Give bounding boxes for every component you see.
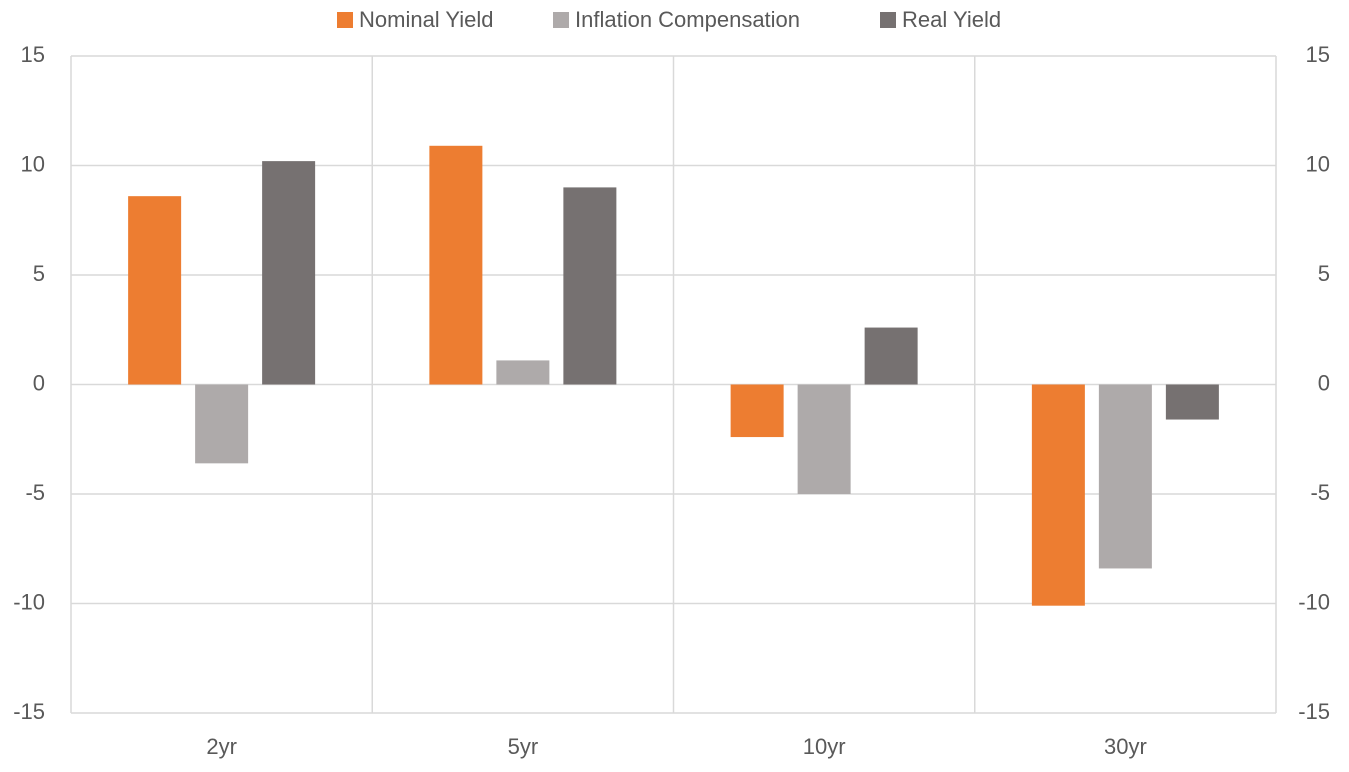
x-tick-label: 5yr [508,734,539,759]
bar [496,360,550,385]
y2-tick-label: 5 [1318,261,1330,286]
bar [730,384,784,438]
y2-tick-label: 0 [1318,370,1330,395]
x-tick-label: 30yr [1104,734,1147,759]
y2-tick-label: -10 [1298,589,1330,614]
y-tick-label: 0 [33,370,45,395]
legend-swatch [337,12,353,28]
bar [864,327,918,385]
y-tick-label: 10 [21,151,45,176]
bar [262,161,316,385]
y-tick-label: 15 [21,42,45,67]
legend-label: Nominal Yield [359,7,494,32]
bar [1031,384,1085,606]
bar [797,384,851,494]
bar [1098,384,1152,569]
y-tick-label: -5 [25,480,45,505]
y2-tick-label: -5 [1310,480,1330,505]
legend-swatch [880,12,896,28]
x-tick-label: 2yr [206,734,237,759]
legend-swatch [553,12,569,28]
bar [1165,384,1219,420]
bar [195,384,249,464]
bar [429,145,483,385]
y2-tick-label: -15 [1298,699,1330,724]
x-tick-label: 10yr [803,734,846,759]
bar [563,187,617,385]
y2-tick-label: 10 [1306,151,1330,176]
y-tick-label: 5 [33,261,45,286]
y2-tick-label: 15 [1306,42,1330,67]
y-tick-label: -10 [13,589,45,614]
legend-label: Inflation Compensation [575,7,800,32]
bar [128,196,182,385]
legend-label: Real Yield [902,7,1001,32]
y-tick-label: -15 [13,699,45,724]
